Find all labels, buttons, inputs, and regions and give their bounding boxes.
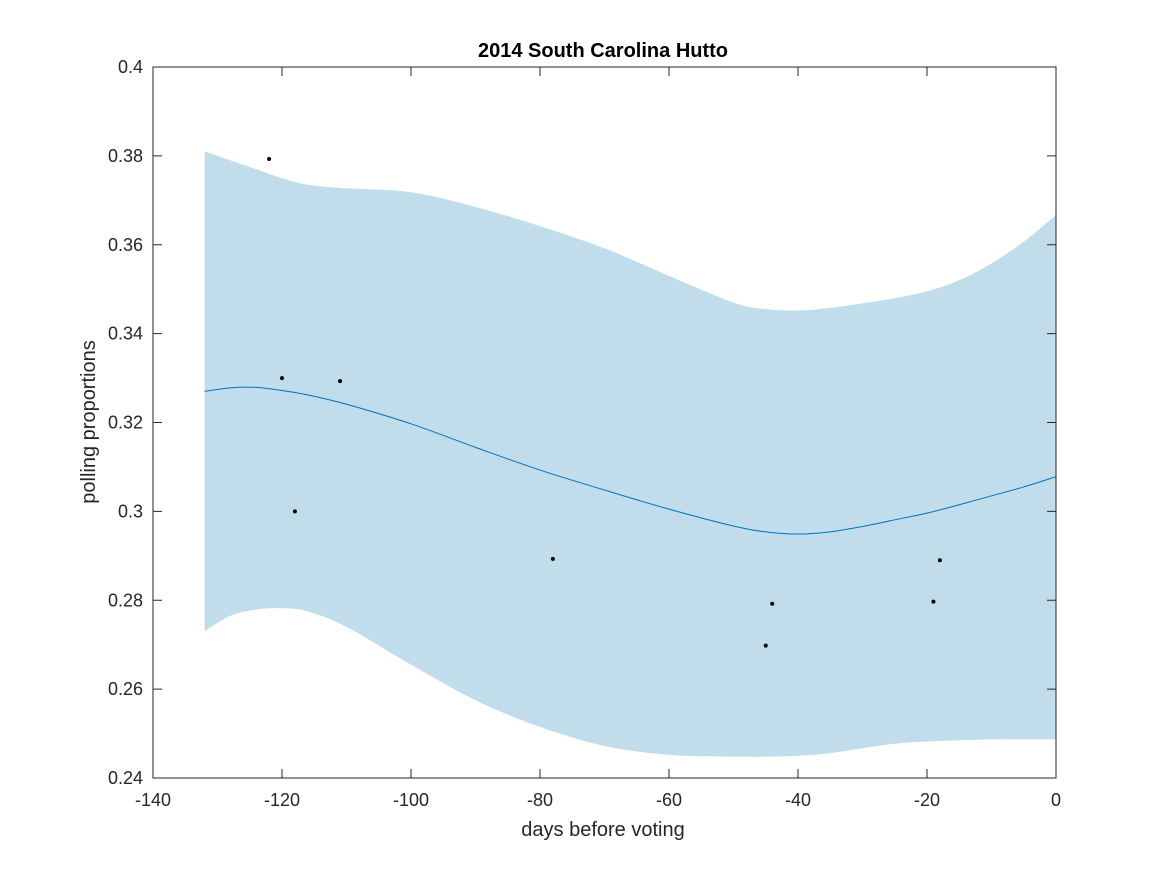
- y-axis: 0.24 0.26 0.28 0.3 0.32 0.34 0.36 0.38 0.4: [108, 57, 1056, 788]
- y-tick-label: 0.3: [118, 501, 143, 521]
- x-tick-label: -40: [785, 790, 811, 810]
- x-tick-label: -100: [393, 790, 429, 810]
- plot-area: [204, 151, 1057, 757]
- data-point: [937, 558, 942, 563]
- x-tick-label: -140: [135, 790, 171, 810]
- x-tick-label: 0: [1051, 790, 1061, 810]
- data-points: [267, 156, 942, 648]
- data-point: [770, 601, 775, 606]
- data-point: [280, 376, 284, 381]
- data-point: [292, 509, 297, 514]
- x-tick-label: -20: [914, 790, 940, 810]
- data-point: [267, 156, 272, 161]
- data-point: [550, 556, 555, 561]
- data-point: [763, 643, 768, 648]
- y-tick-label: 0.28: [108, 590, 143, 610]
- y-tick-label: 0.34: [108, 324, 143, 344]
- y-tick-label: 0.26: [108, 679, 143, 699]
- data-point: [931, 599, 936, 604]
- x-tick-label: -60: [656, 790, 682, 810]
- trend-line: [204, 386, 1057, 535]
- y-tick-label: 0.24: [108, 768, 143, 788]
- x-axis-label: days before voting: [521, 819, 684, 841]
- data-point: [338, 379, 343, 384]
- x-tick-label: -80: [527, 790, 553, 810]
- confidence-band: [204, 151, 1057, 757]
- chart-title: 2014 South Carolina Hutto: [478, 40, 728, 62]
- y-tick-label: 0.38: [108, 146, 143, 166]
- y-axis-label: polling proportions: [78, 340, 100, 503]
- y-tick-label: 0.4: [118, 57, 143, 77]
- x-tick-label: -120: [264, 790, 300, 810]
- x-axis: -140 -120 -100 -80 -60 -40 -20 0: [135, 67, 1061, 810]
- y-tick-label: 0.36: [108, 235, 143, 255]
- y-tick-label: 0.32: [108, 413, 143, 433]
